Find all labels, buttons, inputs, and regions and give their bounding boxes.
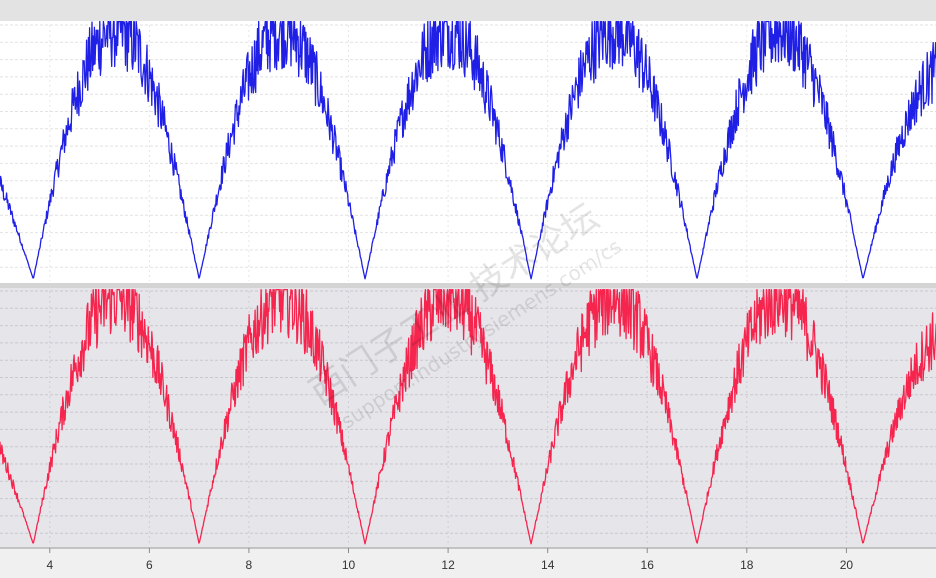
top-panel-background: [0, 21, 936, 283]
bottom-panel-background: [0, 288, 936, 548]
x-tick-label: 20: [840, 558, 854, 572]
top-series-line: [0, 21, 936, 280]
x-tick-label: 6: [146, 558, 153, 572]
panel-separator: [0, 283, 936, 288]
x-tick-label: 4: [46, 558, 53, 572]
axis-strip-background: [0, 548, 936, 578]
plot-area: 4 6 8 10 12 14 16 18 20 西门子工业 技术论坛 support.indus…: [0, 21, 936, 578]
x-tick-label: 14: [541, 558, 555, 572]
bottom-series-line: [0, 288, 936, 545]
series-layer: [0, 21, 936, 545]
x-axis-ticks: 4 6 8 10 12 14 16 18 20: [46, 548, 853, 572]
x-tick-label: 10: [342, 558, 356, 572]
x-tick-label: 12: [441, 558, 455, 572]
trend-chart: 4 6 8 10 12 14 16 18 20 西门子工业 技术论坛 support.indus…: [0, 21, 936, 578]
window-top-bar: [0, 0, 936, 21]
x-tick-label: 16: [641, 558, 655, 572]
x-tick-label: 18: [740, 558, 754, 572]
x-tick-label: 8: [246, 558, 253, 572]
